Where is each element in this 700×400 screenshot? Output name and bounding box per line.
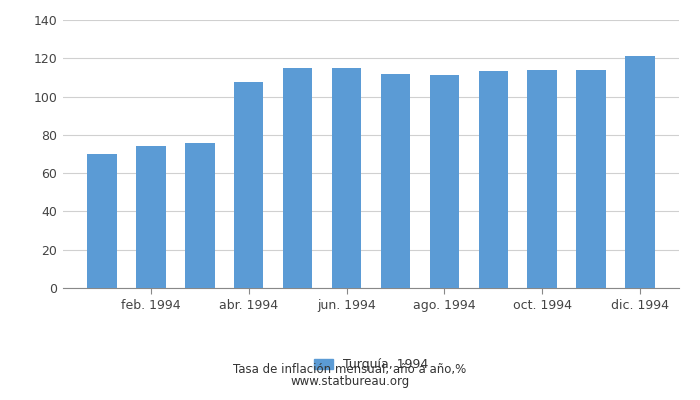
Bar (576, 70, 606, 288)
Bar (527, 70, 556, 288)
Bar (186, 142, 215, 288)
Bar (283, 68, 312, 288)
Bar (381, 74, 410, 288)
Text: Tasa de inflación mensual, año a año,%: Tasa de inflación mensual, año a año,% (233, 364, 467, 376)
Bar (88, 154, 117, 288)
Bar (234, 82, 263, 288)
Text: www.statbureau.org: www.statbureau.org (290, 376, 410, 388)
Bar (479, 71, 508, 288)
Legend: Turquía, 1994: Turquía, 1994 (309, 353, 433, 376)
Bar (430, 74, 459, 288)
Bar (332, 68, 361, 288)
Bar (136, 146, 166, 288)
Bar (625, 56, 654, 288)
